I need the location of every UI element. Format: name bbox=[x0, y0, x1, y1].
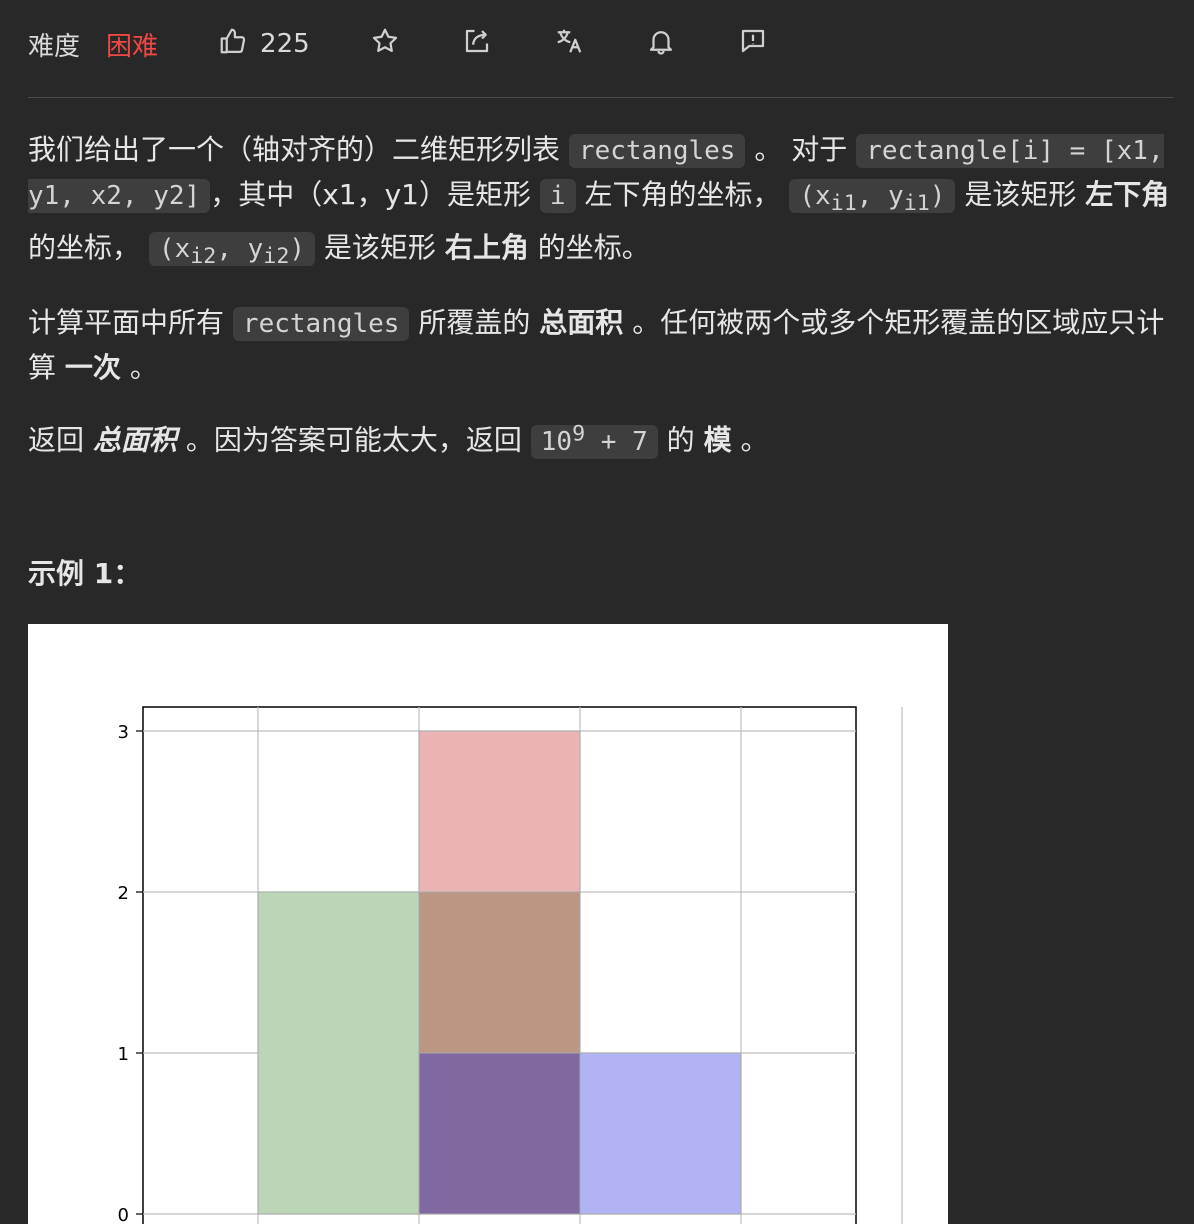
divider bbox=[28, 97, 1174, 98]
rectangle-area-chart: 0 1 2 3 bbox=[118, 706, 903, 1224]
text: 返回 bbox=[28, 424, 85, 458]
like-button[interactable]: 225 bbox=[218, 26, 310, 63]
text: 左下角的坐标， bbox=[584, 178, 781, 211]
favorite-button[interactable] bbox=[370, 26, 400, 63]
difficulty-label: 难度 bbox=[28, 31, 81, 62]
translate-icon bbox=[554, 26, 584, 63]
bold-text: 左下角 bbox=[1085, 178, 1170, 211]
text: 是该矩形 bbox=[964, 178, 1077, 211]
like-count: 225 bbox=[260, 29, 310, 59]
text: 。 对于 bbox=[754, 133, 848, 166]
code-rectangles: rectangles bbox=[568, 134, 746, 168]
text: 的 bbox=[666, 424, 695, 458]
bold-text: 右上角 bbox=[444, 231, 529, 265]
thumbs-up-icon bbox=[218, 26, 248, 63]
difficulty-badge: 困难 bbox=[106, 31, 159, 62]
share-button[interactable] bbox=[462, 26, 492, 63]
problem-toolbar: 难度 困难 225 bbox=[28, 22, 768, 66]
overlap-all bbox=[419, 1053, 580, 1214]
code-rectangles: rectangles bbox=[232, 307, 410, 342]
feedback-icon bbox=[738, 26, 768, 63]
translate-button[interactable] bbox=[554, 26, 584, 63]
y-tick-label: 3 bbox=[118, 722, 129, 743]
text: 。 bbox=[129, 351, 158, 385]
text: 所覆盖的 bbox=[418, 306, 531, 340]
example-figure: 0 1 2 3 bbox=[28, 624, 948, 1224]
bold-italic-text: 总面积 bbox=[92, 424, 177, 458]
share-icon bbox=[462, 26, 492, 63]
text: ，其中（x1，y1）是矩形 bbox=[210, 178, 531, 211]
text: 我们给出了一个（轴对齐的）二维矩形列表 bbox=[28, 133, 561, 166]
code-modulo: 109 + 7 bbox=[530, 421, 658, 460]
code-top-right: (xi2, yi2) bbox=[148, 232, 316, 269]
bell-icon bbox=[646, 26, 676, 63]
description-paragraph-3: 返回 总面积 。因为答案可能太大，返回 109 + 7 的 模 。 bbox=[28, 412, 1174, 464]
text: 是该矩形 bbox=[323, 231, 436, 265]
description-paragraph-1: 我们给出了一个（轴对齐的）二维矩形列表 rectangles 。 对于 rect… bbox=[28, 128, 1174, 279]
bold-text: 总面积 bbox=[539, 306, 624, 340]
feedback-button[interactable] bbox=[738, 26, 768, 63]
y-tick-label: 2 bbox=[118, 883, 129, 904]
notify-button[interactable] bbox=[646, 26, 676, 63]
text: 。任何被两个或多个矩形覆盖的区域应只计算 bbox=[28, 306, 1165, 385]
y-tick-label: 1 bbox=[118, 1044, 129, 1065]
problem-description: 我们给出了一个（轴对齐的）二维矩形列表 rectangles 。 对于 rect… bbox=[28, 128, 1174, 486]
text: 的坐标， bbox=[28, 231, 141, 265]
bold-text: 一次 bbox=[64, 351, 121, 385]
text: 计算平面中所有 bbox=[28, 306, 225, 340]
star-icon bbox=[370, 26, 400, 63]
overlap-green-red bbox=[419, 892, 580, 1053]
text: 的坐标。 bbox=[537, 231, 650, 265]
code-bottom-left: (xi1, yi1) bbox=[789, 179, 956, 216]
text: 。因为答案可能太大，返回 bbox=[185, 424, 522, 458]
text: 。 bbox=[740, 424, 769, 458]
code-i: i bbox=[539, 179, 576, 213]
y-tick-label: 0 bbox=[118, 1205, 129, 1224]
description-paragraph-2: 计算平面中所有 rectangles 所覆盖的 总面积 。任何被两个或多个矩形覆… bbox=[28, 301, 1174, 390]
example-title: 示例 1： bbox=[28, 557, 142, 590]
bold-text: 模 bbox=[703, 424, 732, 458]
